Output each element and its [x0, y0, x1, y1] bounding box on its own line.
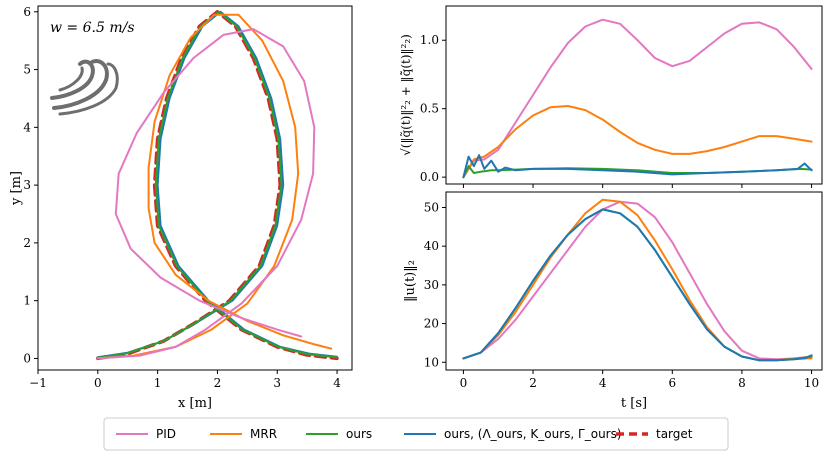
tracking-error-ylabel: √(‖q̃(t)‖²₂ + ‖q̃̇(t)‖²₂) — [399, 34, 413, 156]
wind-gust-icon — [50, 59, 119, 116]
legend-label: ours, (Λ_ours, K_ours, Γ_ours) — [444, 427, 622, 441]
trajectory-series-ours — [96, 10, 338, 359]
trajectory-ytick-label: 6 — [23, 5, 31, 19]
legend-label: target — [656, 427, 693, 441]
tracking-error-ytick-label: 1.0 — [420, 33, 439, 47]
tracking-error-series-ours — [462, 154, 813, 179]
trajectory-series-pid — [96, 28, 316, 360]
trajectory-ytick-label: 0 — [23, 351, 31, 365]
control-effort-ytick-label: 10 — [424, 355, 439, 369]
tracking-error-series-mrr — [462, 105, 813, 179]
control-effort-xtick-label: 4 — [599, 376, 607, 390]
trajectory-ytick-label: 5 — [23, 63, 31, 77]
legend: PID MRR ours ours, (Λ_ours, K_ours, Γ_ours)… — [116, 427, 693, 441]
tracking-error-ytick-label: 0.5 — [420, 102, 439, 116]
trajectory-xtick-label: 1 — [154, 376, 162, 390]
legend-label: ours — [346, 427, 372, 441]
control-effort-series-ours — [462, 208, 813, 362]
trajectory-xtick-label: −1 — [29, 376, 47, 390]
trajectory-plot: −1 0 1 2 3 4 0 1 2 3 4 5 6 — [23, 5, 341, 390]
control-effort-xtick-label: 10 — [804, 376, 819, 390]
control-effort-ytick-label: 20 — [424, 317, 439, 331]
control-effort-ytick-label: 30 — [424, 278, 439, 292]
trajectory-ytick-label: 3 — [23, 178, 31, 192]
control-effort-series-pid — [462, 200, 813, 361]
trajectory-xtick-label: 4 — [333, 376, 341, 390]
trajectory-xtick-label: 0 — [94, 376, 102, 390]
control-effort-xtick-label: 8 — [738, 376, 746, 390]
tracking-error-plot-frame — [445, 5, 823, 185]
control-effort-xtick-label: 0 — [460, 376, 468, 390]
trajectory-xlabel: x [m] — [178, 396, 212, 411]
legend-label: PID — [156, 427, 176, 441]
tracking-error-ytick-label: 0.0 — [420, 170, 439, 184]
trajectory-ytick-label: 4 — [23, 120, 31, 134]
control-effort-xtick-label: 6 — [668, 376, 676, 390]
control-effort-ylabel: ‖u(t)‖₂ — [403, 260, 418, 302]
trajectory-series-mrr — [96, 13, 333, 360]
trajectory-ytick-label: 2 — [23, 236, 31, 250]
control-effort-ytick-label: 50 — [424, 200, 439, 214]
control-effort-xtick-label: 2 — [529, 376, 537, 390]
legend-label: MRR — [250, 427, 277, 441]
control-effort-series-ours — [462, 208, 813, 362]
trajectory-xtick-label: 2 — [214, 376, 222, 390]
trajectory-xtick-label: 3 — [273, 376, 281, 390]
control-effort-plot: 0 2 4 6 8 10 10 20 30 40 50 — [424, 198, 819, 390]
trajectory-ytick-label: 1 — [23, 294, 31, 308]
control-effort-ytick-label: 40 — [424, 239, 439, 253]
trajectory-plot-frame — [37, 5, 353, 371]
time-xlabel: t [s] — [621, 396, 647, 411]
trajectory-ylabel: y [m] — [9, 171, 24, 206]
control-effort-plot-frame — [445, 191, 823, 371]
tracking-error-series-pid — [462, 18, 813, 179]
tracking-error-plot: 0.0 0.5 1.0 — [420, 18, 813, 188]
control-effort-series-mrr — [462, 198, 813, 362]
wind-speed-annotation: w = 6.5 m/s — [50, 20, 135, 36]
